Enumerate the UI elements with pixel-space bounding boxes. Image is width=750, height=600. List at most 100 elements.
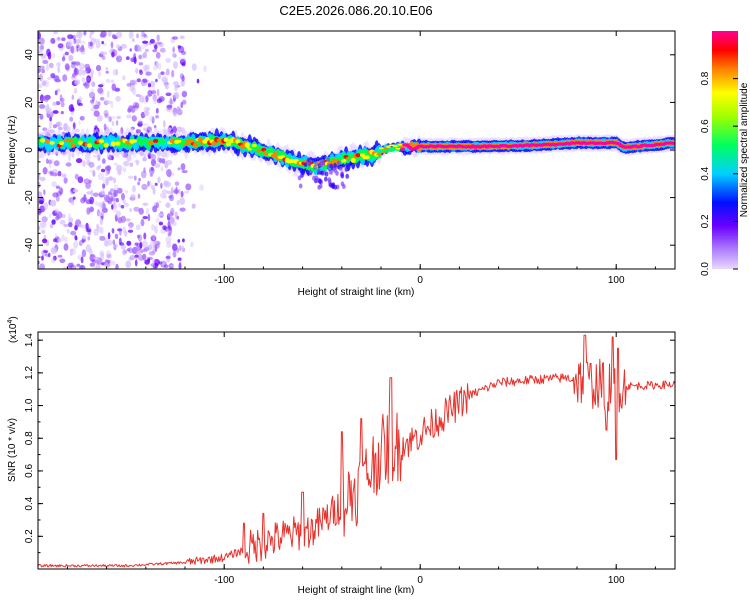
noise-speckle <box>122 250 128 255</box>
noise-speckle <box>134 107 139 111</box>
y-tick-label: -20 <box>24 190 35 205</box>
ridge-cell <box>44 138 51 144</box>
noise-speckle <box>141 31 145 34</box>
noise-speckle <box>78 240 83 247</box>
noise-speckle <box>92 96 95 101</box>
noise-speckle <box>178 245 182 252</box>
noise-speckle <box>134 259 138 267</box>
noise-speckle <box>55 185 60 189</box>
noise-speckle <box>138 95 145 103</box>
noise-speckle <box>112 239 116 245</box>
noise-speckle <box>72 73 76 78</box>
ridge-cell <box>110 141 116 147</box>
noise-speckle <box>78 68 83 77</box>
noise-speckle <box>158 261 163 265</box>
noise-speckle <box>181 62 186 67</box>
noise-speckle <box>68 104 74 112</box>
noise-speckle <box>45 253 49 257</box>
noise-speckle <box>39 113 44 120</box>
noise-speckle <box>134 242 139 246</box>
ridge-cell <box>77 140 83 145</box>
x-tick-label: -100 <box>214 575 234 586</box>
noise-speckle <box>178 45 185 54</box>
snr-x-axis-title: Height of straight line (km) <box>298 585 415 596</box>
noise-speckle <box>168 100 175 105</box>
noise-speckle <box>117 169 122 176</box>
noise-speckle <box>135 94 141 97</box>
ridge-wisp <box>333 184 338 190</box>
x-tick-label: 0 <box>417 575 423 586</box>
noise-speckle <box>166 213 171 221</box>
noise-speckle <box>106 164 112 172</box>
noise-speckle <box>140 32 145 40</box>
noise-speckle <box>164 84 169 90</box>
noise-speckle <box>39 263 45 269</box>
noise-speckle <box>38 73 43 82</box>
noise-speckle <box>76 46 79 52</box>
noise-speckle <box>203 65 207 73</box>
noise-speckle <box>143 232 147 240</box>
noise-speckle <box>132 38 135 42</box>
noise-speckle <box>158 221 163 226</box>
noise-speckle <box>101 55 106 61</box>
noise-speckle <box>163 180 168 188</box>
ridge-wisp <box>345 173 350 179</box>
noise-speckle <box>172 51 176 58</box>
noise-speckle <box>155 115 159 119</box>
snr-frame <box>37 331 676 570</box>
noise-speckle <box>147 89 153 97</box>
noise-speckle <box>46 158 49 164</box>
noise-speckle <box>48 159 53 165</box>
noise-speckle <box>103 109 109 117</box>
noise-speckle <box>138 120 143 125</box>
ridge-wisp <box>312 175 316 181</box>
noise-speckle <box>138 54 142 60</box>
noise-speckle <box>115 120 119 126</box>
noise-speckle <box>126 153 132 162</box>
noise-speckle <box>69 116 74 122</box>
noise-speckle <box>154 163 161 168</box>
noise-speckle <box>41 69 45 74</box>
noise-speckle <box>81 77 85 83</box>
noise-speckle <box>85 222 89 230</box>
ridge-cell <box>273 151 279 155</box>
noise-speckle <box>131 185 136 193</box>
noise-speckle <box>124 189 129 194</box>
noise-speckle <box>99 235 106 241</box>
noise-speckle <box>67 34 74 40</box>
noise-speckle <box>52 110 59 114</box>
noise-speckle <box>122 248 125 257</box>
noise-speckle <box>129 48 132 52</box>
noise-speckle <box>173 92 178 98</box>
noise-speckle <box>89 31 95 36</box>
noise-speckle <box>81 69 86 76</box>
noise-speckle <box>126 114 132 119</box>
noise-speckle <box>161 189 168 194</box>
noise-speckle <box>60 187 64 195</box>
noise-speckle <box>113 200 116 207</box>
noise-speckle <box>61 56 66 62</box>
ridge-wisp <box>342 184 346 189</box>
noise-speckle <box>73 240 79 249</box>
snr-series-line <box>37 334 676 568</box>
noise-speckle <box>171 69 175 78</box>
noise-speckle <box>108 116 112 123</box>
noise-speckle <box>152 93 157 102</box>
noise-speckle <box>134 254 139 258</box>
noise-speckle <box>155 78 158 83</box>
noise-speckle <box>107 232 111 240</box>
noise-speckle <box>112 69 118 76</box>
noise-speckle <box>83 31 87 36</box>
noise-speckle <box>180 79 185 87</box>
noise-speckle <box>103 123 107 131</box>
ridge-cell <box>176 139 182 143</box>
ridge-cell <box>225 142 232 147</box>
noise-speckle <box>166 169 172 177</box>
noise-speckle <box>89 254 96 262</box>
noise-speckle <box>178 261 182 269</box>
noise-speckle <box>85 244 92 253</box>
noise-speckle <box>56 62 61 67</box>
noise-speckle <box>174 84 178 92</box>
noise-speckle <box>110 100 114 109</box>
noise-speckle <box>126 240 132 246</box>
